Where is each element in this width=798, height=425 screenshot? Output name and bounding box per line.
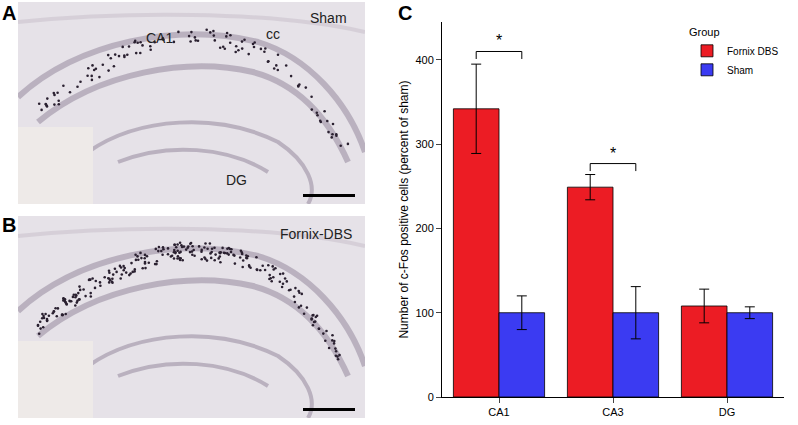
svg-text:Group: Group <box>689 26 720 38</box>
svg-text:0: 0 <box>428 391 434 403</box>
svg-text:Fornix DBS: Fornix DBS <box>727 46 778 57</box>
html-text:cc: cc <box>266 26 280 42</box>
html-text:DG: DG <box>226 172 247 188</box>
svg-text:Sham: Sham <box>727 65 753 76</box>
html-text:Sham: Sham <box>310 10 347 26</box>
svg-text:400: 400 <box>415 54 433 66</box>
svg-text:300: 300 <box>415 138 433 150</box>
svg-text:100: 100 <box>415 307 433 319</box>
svg-text:CA3: CA3 <box>602 406 623 418</box>
svg-text:*: * <box>496 32 502 49</box>
html-text:CA1: CA1 <box>146 30 174 46</box>
html-text:C: C <box>398 2 413 24</box>
svg-text:200: 200 <box>415 222 433 234</box>
svg-text:*: * <box>610 145 616 162</box>
html-text:Fornix-DBS: Fornix-DBS <box>280 226 353 242</box>
svg-text:Number of c-Fos positive cells: Number of c-Fos positive cells (percent … <box>397 80 411 338</box>
svg-text:CA1: CA1 <box>488 406 509 418</box>
html-text:B: B <box>2 214 17 236</box>
svg-text:DG: DG <box>719 406 736 418</box>
html-text:A: A <box>2 2 17 24</box>
